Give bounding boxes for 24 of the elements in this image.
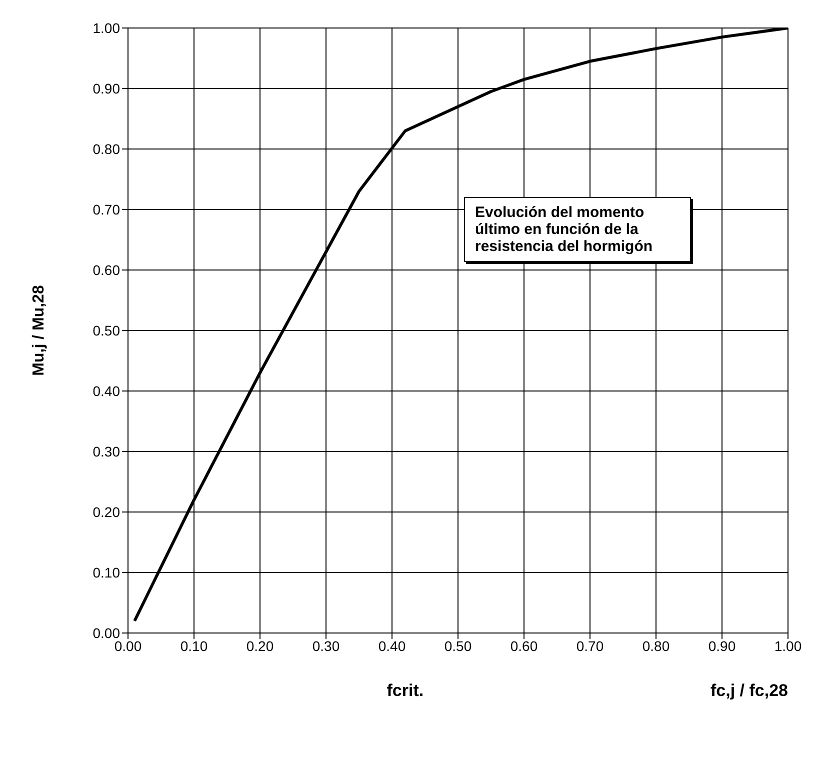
- x-axis-title: fc,j / fc,28: [710, 681, 788, 701]
- x-tick-label: 0.40: [378, 638, 406, 654]
- y-tick-label: 0.80: [92, 140, 120, 157]
- y-tick-label: 0.60: [92, 262, 120, 278]
- y-tick-label: 0.10: [92, 564, 120, 580]
- y-tick-label: 1.00: [92, 20, 120, 36]
- y-tick-label: 0.40: [92, 382, 120, 399]
- x-tick-label: 1.00: [774, 638, 802, 654]
- y-tick-label: 0.20: [92, 504, 120, 520]
- y-tick-label: 0.30: [92, 443, 120, 460]
- y-axis-title: Mu,j / Mu,28: [30, 285, 48, 376]
- x-tick-label: 0.90: [708, 638, 736, 654]
- y-tick-label: 0.50: [92, 322, 120, 338]
- x-tick-label: 0.20: [246, 638, 274, 654]
- note-box: Evolución del momento último en función de la resistencia del hormigón: [464, 197, 691, 262]
- x-tick-label: 0.30: [312, 638, 340, 654]
- x-tick-label: 0.10: [180, 638, 208, 654]
- y-tick-label: 0.90: [92, 80, 120, 96]
- x-tick-label: 0.50: [444, 638, 472, 654]
- x-tick-label: 0.60: [510, 638, 538, 654]
- x-tick-label: 0.70: [576, 638, 604, 654]
- x-tick-label: 0.80: [642, 638, 670, 654]
- y-tick-label: 0.70: [92, 201, 120, 218]
- text: fcrit.: [386, 681, 425, 701]
